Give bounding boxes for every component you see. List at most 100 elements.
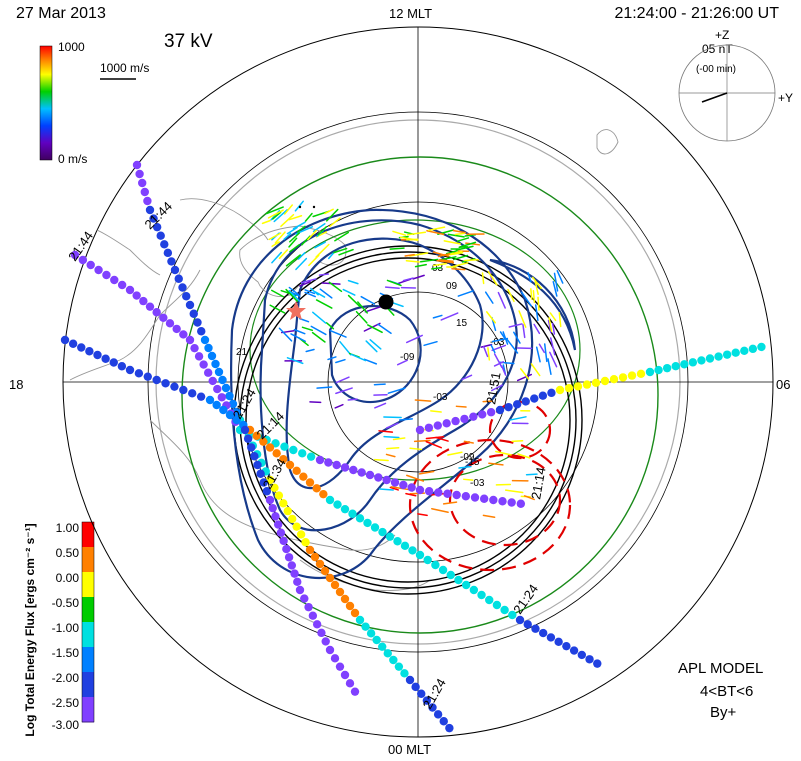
velocity-vector: [364, 359, 376, 364]
velocity-vector: [518, 375, 532, 381]
pass-sample-dot: [218, 393, 226, 401]
pass-sample-dot: [179, 386, 187, 394]
pass-sample-dot: [152, 376, 160, 384]
velocity-vector: [523, 325, 525, 338]
velocity-vector: [482, 273, 483, 283]
pass-sample-dot: [498, 497, 506, 505]
velocity-vector: [486, 292, 493, 303]
velocity-vector: [444, 502, 457, 504]
pass-sample-dot: [680, 360, 688, 368]
pass-sample-dot: [547, 633, 555, 641]
velocity-vector: [394, 438, 405, 439]
pass-sample-dot: [171, 266, 179, 274]
pass-sample-dot: [102, 271, 110, 279]
pass-sample-dot: [539, 392, 547, 400]
pass-sample-dot: [583, 380, 591, 388]
pass-sample-dot: [304, 603, 312, 611]
pass-sample-dot: [69, 340, 77, 348]
velocity-color-bar: [40, 46, 52, 160]
pass-sample-dot: [266, 496, 274, 504]
pass-sample-dot: [244, 435, 252, 443]
pass-sample-dot: [284, 507, 292, 515]
pass-sample-dot: [500, 606, 508, 614]
pass-sample-dot: [271, 512, 279, 520]
pass-sample-dot: [493, 601, 501, 609]
pass-sample-dot: [478, 410, 486, 418]
pass-sample-dot: [367, 629, 375, 637]
pass-sample-dot: [610, 375, 618, 383]
pass-sample-dot: [723, 350, 731, 358]
pass-sample-dot: [298, 449, 306, 457]
pass-sample-dot: [139, 297, 147, 305]
pass-sample-dot: [411, 683, 419, 691]
pass-sample-dot: [293, 578, 301, 586]
pass-sample-dot: [292, 467, 300, 475]
velocity-vector: [302, 236, 310, 245]
velocity-vector: [431, 411, 441, 412]
pass-sample-dot: [110, 358, 118, 366]
velocity-vector: [424, 342, 437, 346]
velocity-vector: [296, 259, 306, 270]
velocity-vector: [387, 423, 398, 428]
pass-sample-dot: [208, 352, 216, 360]
pass-sample-dot: [408, 546, 416, 554]
pass-sample-dot: [562, 642, 570, 650]
pass-sample-dot: [460, 415, 468, 423]
pass-sample-dot: [289, 446, 297, 454]
velocity-vector: [386, 287, 400, 288]
pass-sample-dot: [637, 370, 645, 378]
pass-sample-dot: [170, 382, 178, 390]
pass-time-label: 21:44: [65, 228, 96, 263]
contour-label: 15: [456, 318, 468, 329]
pass-sample-dot: [204, 344, 212, 352]
pass-sample-dot: [190, 310, 198, 318]
pass-sample-dot: [93, 351, 101, 359]
pass-sample-dot: [447, 571, 455, 579]
velocity-vector: [550, 313, 555, 320]
pass-sample-dot: [442, 419, 450, 427]
pass-sample-dot: [135, 170, 143, 178]
pass-sample-dot: [322, 637, 330, 645]
velocity-vector: [306, 213, 312, 221]
pass-sample-dot: [204, 369, 212, 377]
pass-sample-dot: [179, 330, 187, 338]
pass-sample-dot: [316, 456, 324, 464]
pass-sample-dot: [374, 473, 382, 481]
pass-sample-dot: [157, 232, 165, 240]
pass-sample-dot: [279, 499, 287, 507]
pass-sample-dot: [288, 561, 296, 569]
pass-sample-dot: [371, 523, 379, 531]
pass-sample-dot: [451, 417, 459, 425]
pass-sample-dot: [740, 347, 748, 355]
imf-clock-needle: [702, 93, 727, 102]
pass-sample-dot: [516, 616, 524, 624]
velocity-vector: [407, 239, 418, 240]
pass-sample-dot: [496, 406, 504, 414]
pass-sample-dot: [215, 368, 223, 376]
pass-sample-dot: [378, 642, 386, 650]
velocity-vector: [313, 333, 325, 342]
pass-sample-dot: [601, 377, 609, 385]
pass-sample-dot: [152, 308, 160, 316]
velocity-vector: [459, 247, 467, 248]
velocity-vector: [317, 300, 332, 308]
velocity-vector: [336, 360, 345, 363]
pass-sample-dot: [349, 466, 357, 474]
velocity-vector: [387, 454, 395, 456]
pass-sample-dot: [138, 179, 146, 187]
flux-color-segment: [82, 572, 94, 598]
pass-sample-dot: [384, 649, 392, 657]
pass-sample-dot: [522, 397, 530, 405]
pass-sample-dot: [757, 343, 765, 351]
velocity-vector: [349, 296, 360, 307]
velocity-vector: [538, 297, 539, 310]
pass-sample-dot: [504, 403, 512, 411]
magnetic-pole-marker: [379, 295, 394, 310]
pass-sample-dot: [282, 545, 290, 553]
pass-sample-dot: [143, 197, 151, 205]
pass-sample-dot: [445, 724, 453, 732]
pass-sample-dot: [547, 389, 555, 397]
velocity-vector: [489, 463, 503, 465]
pass-sample-dot: [77, 343, 85, 351]
velocity-vector: [483, 515, 494, 517]
